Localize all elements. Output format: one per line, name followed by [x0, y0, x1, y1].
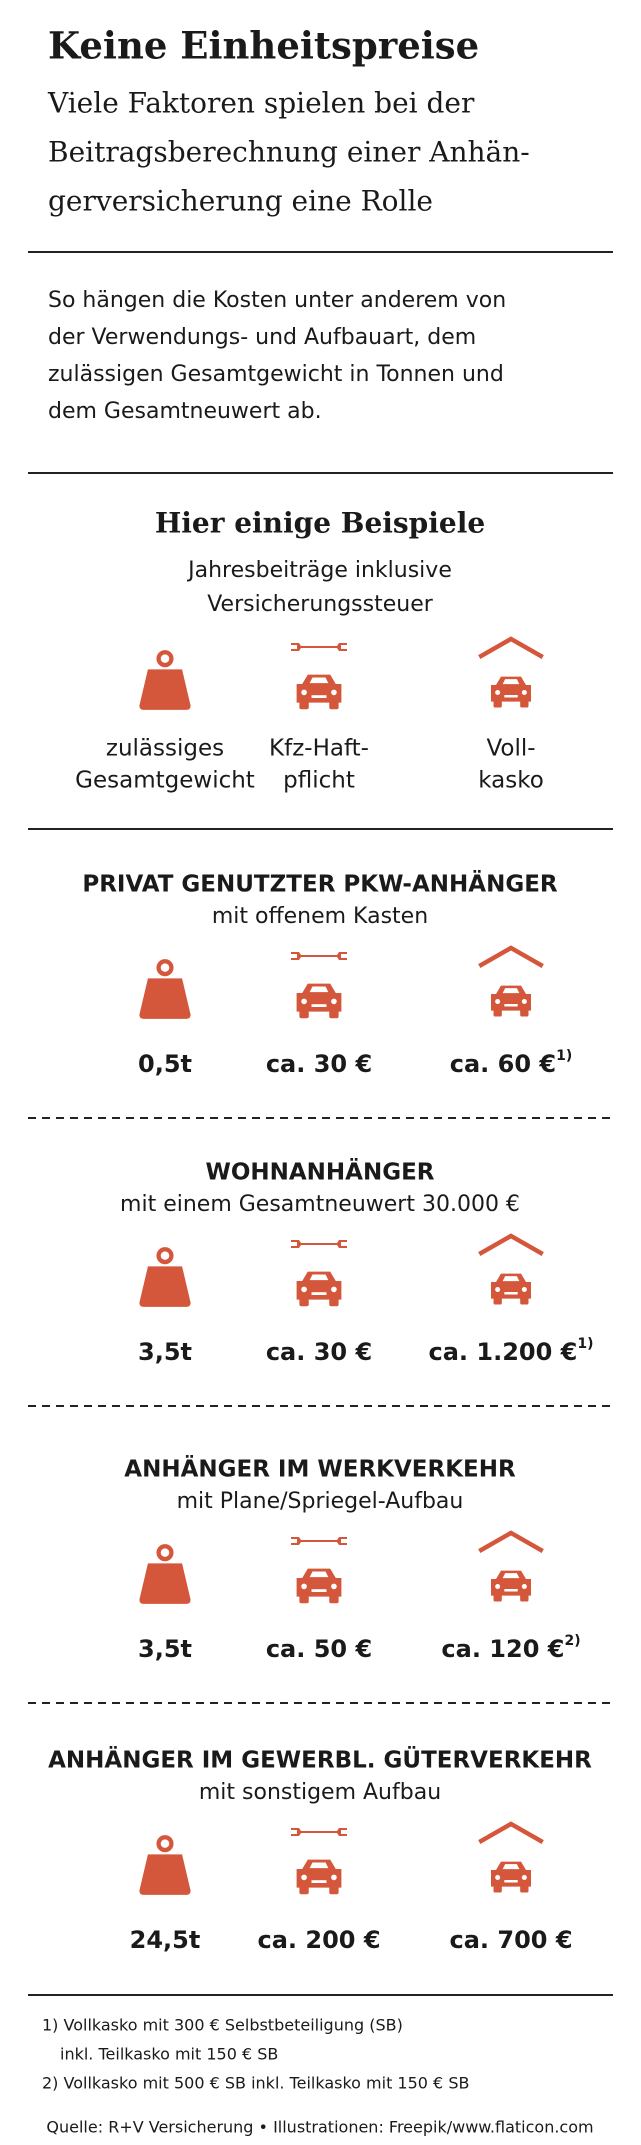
subtitle: Beitragsberechnung einer Anhän-	[48, 136, 530, 169]
legend-label: pflicht	[283, 768, 355, 794]
footnote: 1) Vollkasko mit 300 € Selbstbeteiligung…	[42, 2016, 403, 2035]
car-icon	[296, 1271, 342, 1307]
footnote: 2) Vollkasko mit 500 € SB inkl. Teilkask…	[42, 2074, 469, 2093]
footnote-marker: 1)	[556, 1048, 572, 1064]
footnote-marker: 2)	[564, 1633, 580, 1649]
weight-icon	[139, 1546, 190, 1604]
wrench-icon	[291, 952, 347, 960]
section-title: ANHÄNGER IM GEWERBL. GÜTERVERKEHR	[48, 1746, 592, 1774]
weight-icon	[139, 1249, 190, 1307]
legend-label: Kfz-Haft-	[269, 736, 369, 762]
roof-icon	[479, 948, 542, 966]
footnote: inkl. Teilkasko mit 150 € SB	[60, 2045, 278, 2064]
footnote-marker: 1)	[577, 1336, 593, 1352]
section-title: WOHNANHÄNGER	[205, 1158, 434, 1186]
intro-text: dem Gesamtneuwert ab.	[48, 399, 322, 424]
value: ca. 120 €2)	[441, 1633, 580, 1663]
intro-text: So hängen die Kosten unter anderem von	[48, 288, 506, 313]
wrench-icon	[291, 1240, 347, 1248]
weight-icon	[139, 652, 190, 710]
section-subtitle: mit offenem Kasten	[212, 904, 428, 929]
value: 0,5t	[138, 1050, 192, 1078]
value-text: ca. 60 €	[450, 1050, 556, 1078]
roof-icon	[479, 1533, 542, 1551]
car-icon	[491, 985, 531, 1017]
roof-icon	[479, 1236, 542, 1254]
legend-label: Voll-	[486, 736, 535, 762]
weight-icon	[139, 961, 190, 1019]
value: ca. 1.200 €1)	[428, 1336, 593, 1366]
legend-label: Gesamtgewicht	[75, 768, 255, 794]
section-title: ANHÄNGER IM WERKVERKEHR	[124, 1455, 516, 1483]
value: ca. 60 €1)	[450, 1048, 573, 1078]
wrench-icon	[291, 1828, 347, 1836]
car-icon	[296, 674, 342, 710]
value: 3,5t	[138, 1338, 192, 1366]
wrench-icon	[291, 1537, 347, 1545]
car-icon	[491, 676, 531, 708]
car-icon	[491, 1570, 531, 1602]
wrench-icon	[291, 643, 347, 651]
weight-icon	[139, 1837, 190, 1895]
car-icon	[296, 1859, 342, 1895]
section-subtitle: mit Plane/Spriegel-Aufbau	[177, 1489, 464, 1514]
source: Quelle: R+V Versicherung • Illustratione…	[46, 2118, 593, 2137]
roof-icon	[479, 1824, 542, 1842]
section-subtitle: mit sonstigem Aufbau	[199, 1780, 441, 1805]
examples-title: Hier einige Beispiele	[155, 507, 485, 540]
value-text: ca. 120 €	[441, 1635, 564, 1663]
subtitle: Viele Faktoren spielen bei der	[47, 87, 475, 120]
value: ca. 700 €	[449, 1926, 572, 1954]
subtitle: gerversicherung eine Rolle	[48, 185, 433, 218]
car-icon	[296, 983, 342, 1019]
legend-label: zulässiges	[106, 736, 224, 762]
intro-text: der Verwendungs- und Aufbauart, dem	[48, 325, 476, 350]
section-title: PRIVAT GENUTZTER PKW-ANHÄNGER	[82, 870, 558, 898]
car-icon	[491, 1273, 531, 1305]
title: Keine Einheitspreise	[48, 24, 479, 68]
section-subtitle: mit einem Gesamtneuwert 30.000 €	[120, 1192, 520, 1217]
value: ca. 200 €	[257, 1926, 380, 1954]
car-icon	[491, 1861, 531, 1893]
roof-icon	[479, 639, 542, 657]
legend-label: kasko	[478, 768, 544, 794]
car-icon	[296, 1568, 342, 1604]
value: ca. 30 €	[266, 1050, 372, 1078]
value: ca. 30 €	[266, 1338, 372, 1366]
value: 3,5t	[138, 1635, 192, 1663]
value-text: ca. 1.200 €	[428, 1338, 577, 1366]
examples-subtitle: Versicherungssteuer	[207, 592, 434, 617]
value: 24,5t	[130, 1926, 201, 1954]
intro-text: zulässigen Gesamtgewicht in Tonnen und	[48, 362, 504, 387]
value: ca. 50 €	[266, 1635, 372, 1663]
examples-subtitle: Jahresbeiträge inklusive	[186, 558, 452, 583]
